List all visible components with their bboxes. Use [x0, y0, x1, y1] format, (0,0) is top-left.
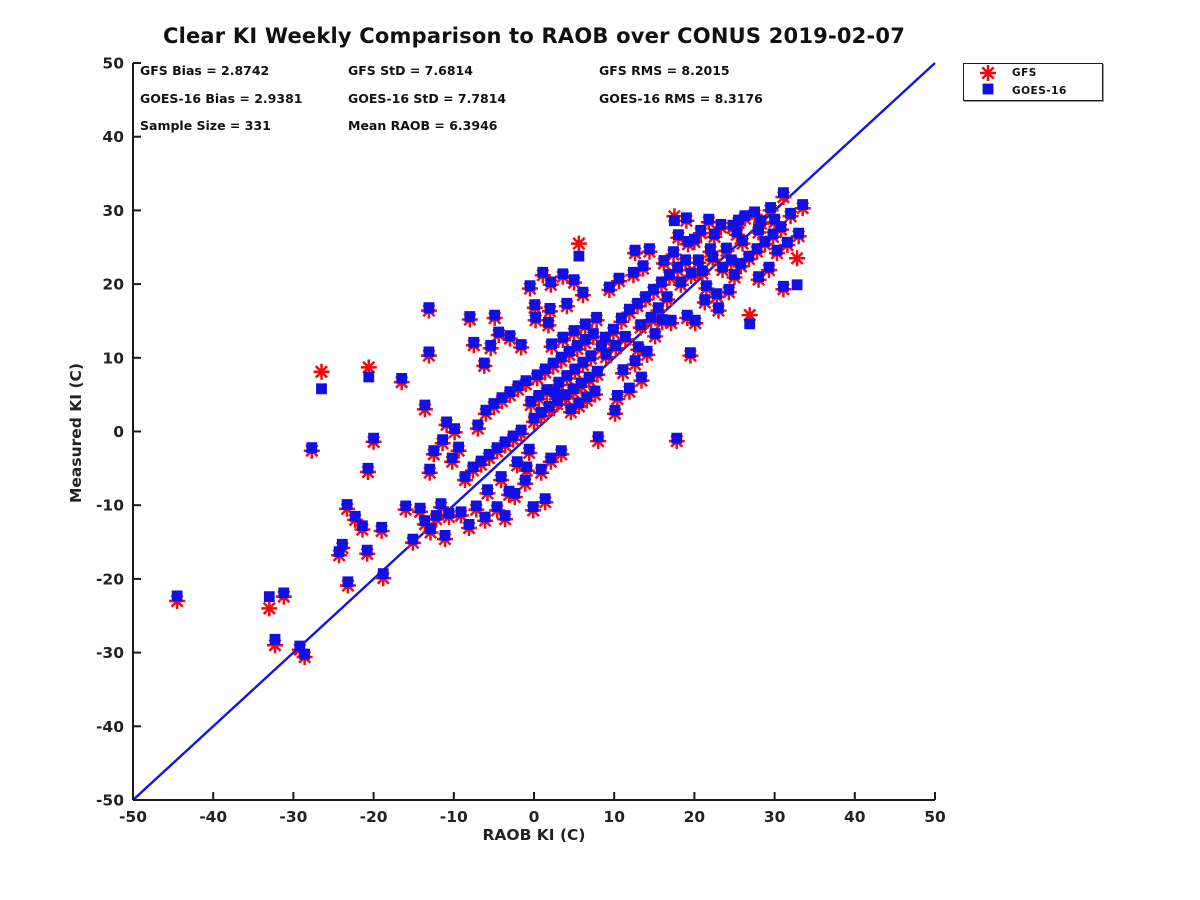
legend-box: GFS GOES-16 [963, 63, 1103, 101]
goes16-series [171, 187, 809, 660]
svg-text:-10: -10 [96, 497, 124, 515]
square-icon [982, 83, 994, 95]
one-to-one-line [132, 62, 936, 801]
svg-text:-30: -30 [96, 644, 124, 662]
stat-goes-bias: GOES-16 Bias = 2.9381 [140, 91, 303, 106]
svg-text:30: 30 [764, 808, 786, 826]
svg-text:50: 50 [102, 55, 124, 73]
svg-text:-20: -20 [360, 808, 388, 826]
svg-text:20: 20 [684, 808, 706, 826]
asterisk-icon [980, 65, 996, 81]
svg-text:40: 40 [844, 808, 866, 826]
svg-text:20: 20 [102, 276, 124, 294]
svg-text:-20: -20 [96, 570, 124, 588]
y-axis-label: Measured KI (C) [67, 362, 85, 504]
svg-text:0: 0 [113, 423, 124, 441]
legend-item-goes16: GOES-16 [964, 82, 1102, 100]
stat-sample-size: Sample Size = 331 [140, 118, 271, 133]
svg-text:10: 10 [603, 808, 625, 826]
tick-labels: -50 -40 -30 -20 -10 0 10 20 30 40 50 -50 -40 -30 -20 -1… [96, 55, 946, 827]
svg-text:-50: -50 [96, 792, 124, 810]
svg-text:-40: -40 [199, 808, 227, 826]
legend-label-gfs: GFS [1012, 67, 1037, 79]
svg-text:10: 10 [102, 349, 124, 367]
x-axis-label: RAOB KI (C) [482, 826, 586, 844]
stat-gfs-rms: GFS RMS = 8.2015 [599, 63, 730, 78]
svg-text:-30: -30 [279, 808, 307, 826]
svg-text:0: 0 [529, 808, 540, 826]
stat-goes-std: GOES-16 StD = 7.7814 [348, 91, 507, 106]
stat-goes-rms: GOES-16 RMS = 8.3176 [599, 91, 763, 106]
stat-gfs-bias: GFS Bias = 2.8742 [140, 63, 270, 78]
svg-text:-50: -50 [119, 808, 147, 826]
svg-text:50: 50 [924, 808, 946, 826]
stat-mean-raob: Mean RAOB = 6.3946 [348, 118, 498, 133]
chart-title: Clear KI Weekly Comparison to RAOB over … [162, 24, 906, 48]
svg-text:-10: -10 [440, 808, 468, 826]
stat-gfs-std: GFS StD = 7.6814 [348, 63, 473, 78]
legend-item-gfs: GFS [964, 64, 1102, 82]
legend-label-goes16: GOES-16 [1012, 85, 1067, 97]
svg-text:-40: -40 [96, 718, 124, 736]
tick-marks [132, 62, 936, 801]
svg-text:30: 30 [102, 202, 124, 220]
svg-text:40: 40 [102, 128, 124, 146]
